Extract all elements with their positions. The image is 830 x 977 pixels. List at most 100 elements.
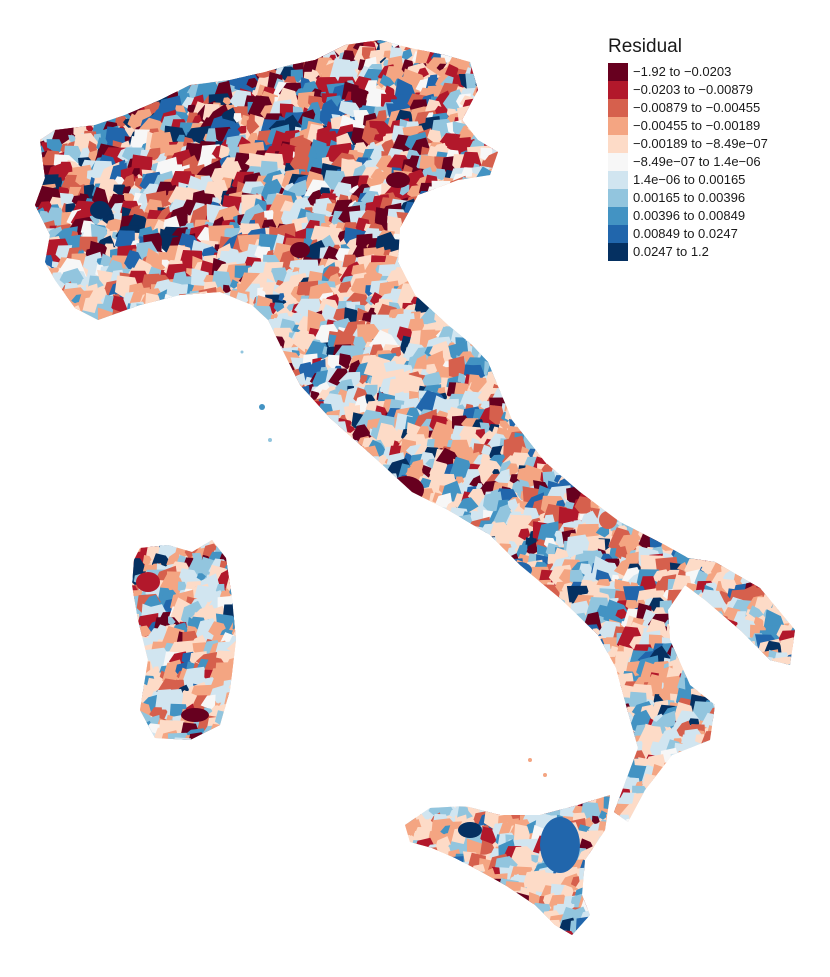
municipality-cell (778, 276, 794, 291)
municipality-cell (375, 495, 385, 507)
municipality-cell (175, 494, 187, 507)
municipality-cell (537, 163, 553, 183)
municipality-cell (749, 494, 765, 506)
municipality-cell (99, 427, 118, 441)
municipality-cell (688, 501, 711, 524)
municipality-cell (692, 513, 720, 539)
municipality-cell (35, 271, 38, 290)
municipality-cell (46, 139, 65, 154)
municipality-cell (732, 395, 758, 424)
municipality-cell (254, 524, 272, 539)
municipality-cell (205, 512, 228, 531)
municipality-cell (499, 52, 521, 72)
municipality-cell (540, 240, 560, 254)
municipality-cell (103, 488, 120, 506)
municipality-cell (633, 358, 650, 371)
municipality-cell (255, 342, 268, 353)
municipality-cell (35, 63, 38, 93)
municipality-cell (87, 381, 109, 405)
municipality-cell (70, 409, 79, 421)
municipality-cell (705, 459, 724, 476)
municipality-cell (98, 45, 109, 55)
municipality-cell (58, 357, 68, 366)
municipality-cell (545, 117, 560, 130)
municipality-cell (562, 454, 577, 466)
municipality-cell (106, 477, 135, 500)
municipality-cell (560, 245, 576, 264)
municipality-cell (583, 379, 598, 394)
municipality-cell (152, 512, 173, 539)
municipality-cell (5, 272, 31, 295)
municipality-cell (771, 300, 786, 318)
municipality-cell (454, 201, 470, 222)
municipality-cell (755, 371, 779, 392)
municipality-cell (49, 53, 80, 80)
municipality-cell (724, 385, 739, 398)
municipality-cell (793, 287, 795, 308)
municipality-cell (67, 463, 83, 478)
municipality-cell (472, 237, 491, 257)
municipality-cell (78, 513, 87, 522)
municipality-cell (576, 335, 601, 355)
municipality-cell (441, 308, 461, 324)
municipality-cell (441, 187, 469, 217)
municipality-cell (650, 340, 672, 359)
municipality-cell (180, 363, 205, 387)
municipality-cell (242, 420, 271, 450)
municipality-cell (577, 47, 595, 68)
municipality-cell (405, 231, 429, 255)
municipality-cell (415, 228, 438, 247)
municipality-cell (572, 192, 587, 208)
municipality-cell (486, 82, 506, 101)
municipality-cell (763, 351, 776, 364)
municipality-cell (414, 244, 438, 270)
municipality-cell (750, 452, 777, 474)
municipality-cell (581, 296, 594, 308)
municipality-cell (36, 429, 59, 450)
municipality-cell (35, 43, 52, 66)
municipality-cell (286, 506, 312, 528)
municipality-cell (504, 304, 522, 320)
municipality-cell (198, 287, 218, 311)
municipality-cell (731, 318, 753, 341)
municipality-cell (420, 267, 430, 276)
municipality-cell (588, 283, 604, 301)
municipality-cell (131, 492, 160, 518)
municipality-cell (209, 328, 229, 344)
municipality-cell (352, 470, 368, 488)
municipality-cell (561, 196, 576, 210)
municipality-cell (765, 367, 785, 383)
municipality-cell (451, 40, 479, 47)
municipality-cell (540, 73, 562, 97)
municipality-cell (679, 394, 690, 404)
municipality-cell (517, 378, 541, 403)
municipality-cell (619, 478, 631, 489)
municipality-cell (53, 43, 63, 54)
municipality-cell (216, 391, 232, 404)
municipality-cell (761, 384, 777, 399)
municipality-cell (691, 502, 707, 514)
municipality-cell (465, 40, 486, 49)
municipality-cell (57, 46, 84, 73)
municipality-cell (746, 323, 756, 336)
municipality-cell (263, 40, 276, 54)
municipality-cell (527, 102, 541, 116)
municipality-cell (621, 356, 629, 365)
municipality-cell (197, 408, 222, 431)
municipality-cell (161, 399, 185, 418)
municipality-cell (752, 284, 768, 298)
municipality-cell (579, 372, 599, 392)
municipality-cell (204, 498, 216, 511)
municipality-cell (223, 284, 231, 294)
municipality-cell (662, 414, 676, 432)
municipality-cell (189, 52, 213, 79)
municipality-cell (260, 40, 282, 53)
municipality-cell (199, 406, 214, 417)
municipality-cell (347, 20, 367, 40)
municipality-cell (618, 302, 629, 314)
municipality-cell (642, 476, 660, 496)
municipality-cell (683, 430, 704, 455)
municipality-cell (543, 216, 571, 247)
municipality-cell (184, 454, 203, 470)
municipality-cell (40, 21, 59, 39)
